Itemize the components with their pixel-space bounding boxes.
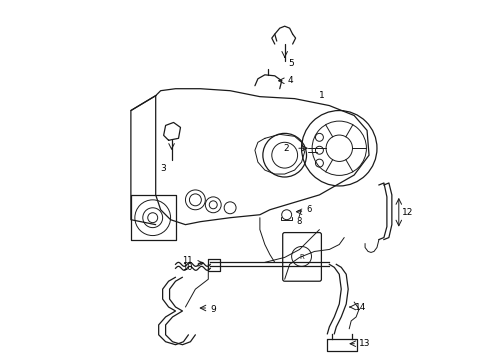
Text: 8: 8 (296, 217, 302, 226)
Text: 12: 12 (402, 208, 413, 217)
Text: 3: 3 (161, 163, 167, 172)
Text: 11: 11 (182, 256, 193, 265)
Text: 4: 4 (288, 76, 294, 85)
Text: 13: 13 (359, 339, 370, 348)
FancyBboxPatch shape (283, 233, 321, 281)
Text: 9: 9 (210, 306, 216, 315)
Text: R: R (300, 254, 304, 260)
Text: 5: 5 (289, 59, 294, 68)
Text: 7: 7 (296, 210, 302, 219)
Text: 14: 14 (355, 302, 367, 311)
Text: 10: 10 (182, 263, 193, 272)
Text: 6: 6 (307, 205, 312, 214)
Text: 2: 2 (283, 144, 289, 153)
Text: 1: 1 (319, 91, 325, 100)
